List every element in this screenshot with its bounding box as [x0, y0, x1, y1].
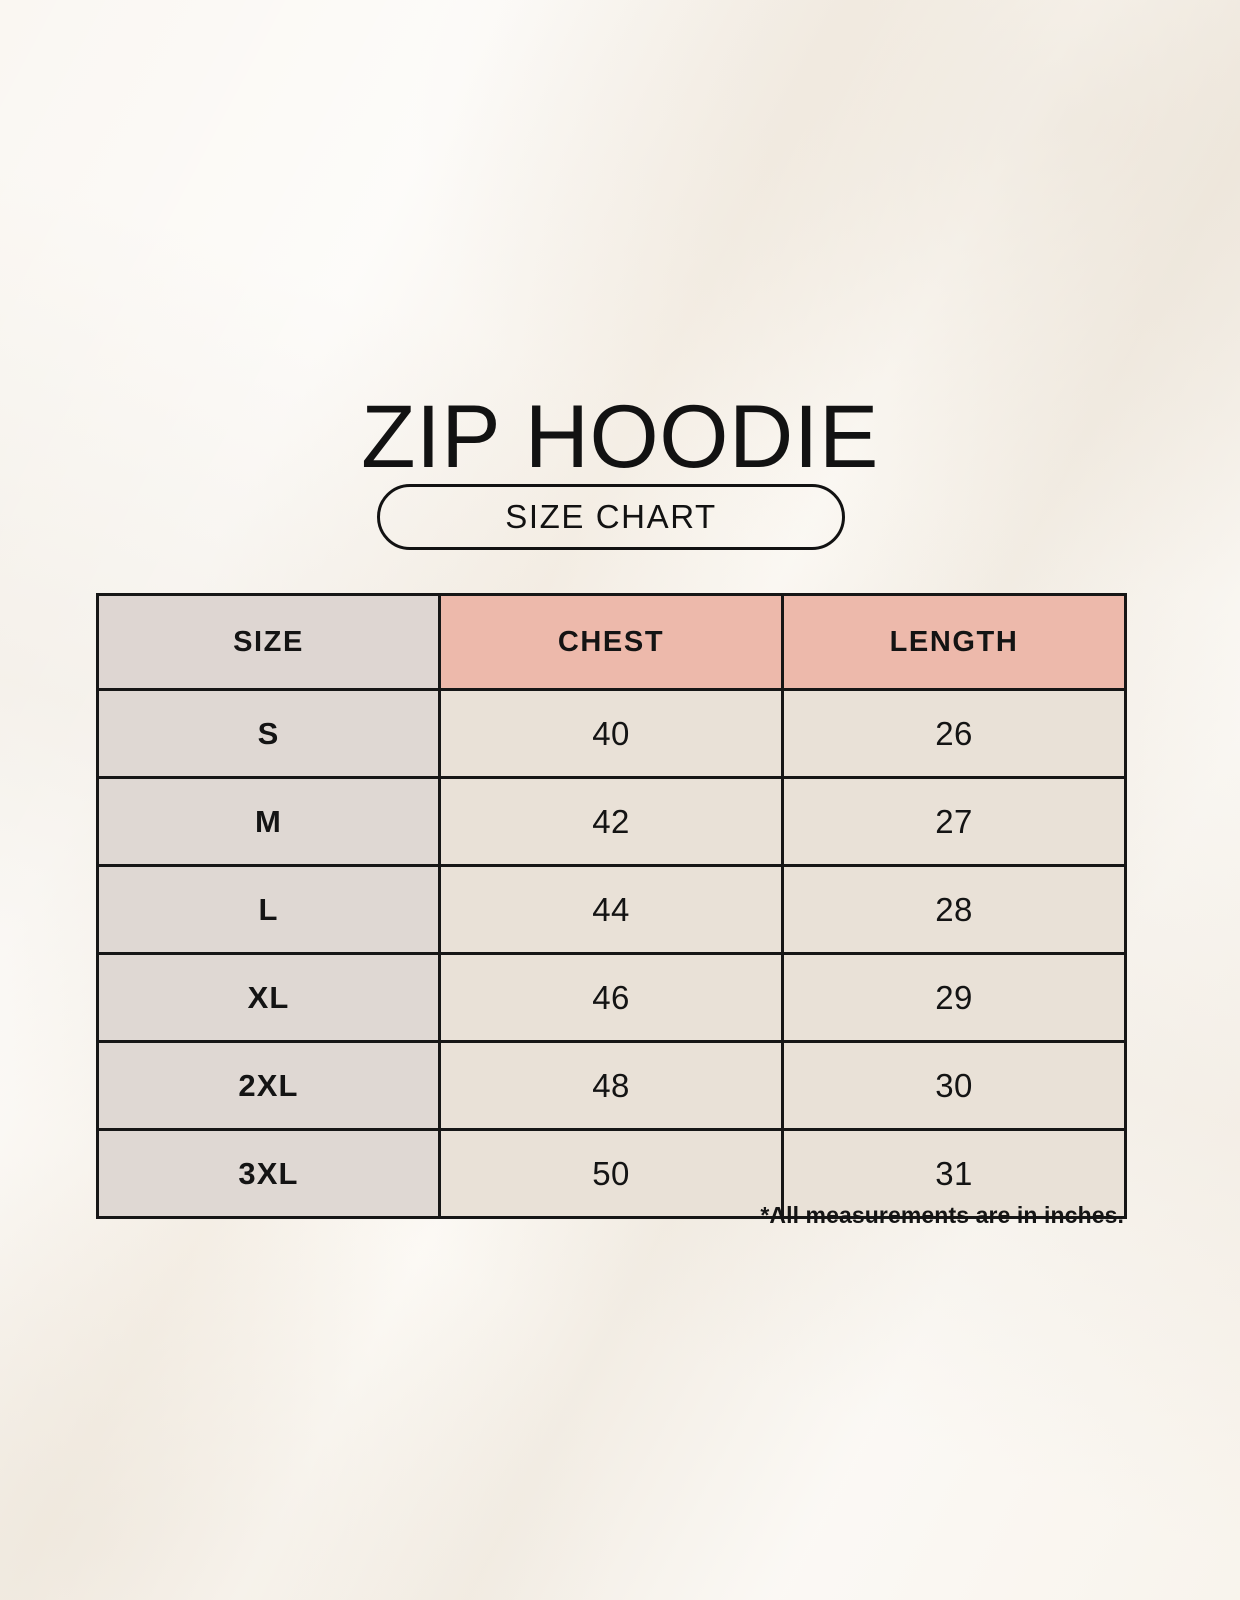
cell-length: 29 [781, 952, 1127, 1043]
cell-length: 27 [781, 776, 1127, 867]
cell-chest: 46 [438, 952, 784, 1043]
column-header-chest: CHEST [438, 593, 784, 691]
cell-size: L [96, 864, 441, 955]
size-chart-table: SIZE CHEST LENGTH S 40 26 M 42 27 L 44 2… [96, 593, 1127, 1219]
table-row: XL 46 29 [96, 952, 1127, 1043]
cell-chest: 48 [438, 1040, 784, 1131]
table-row: L 44 28 [96, 864, 1127, 955]
table-row: M 42 27 [96, 776, 1127, 867]
size-chart-badge-label: SIZE CHART [505, 498, 717, 535]
cell-length: 26 [781, 688, 1127, 779]
measurement-units-footnote: *All measurements are in inches. [760, 1202, 1124, 1228]
table-header-row: SIZE CHEST LENGTH [96, 593, 1127, 691]
cell-length: 30 [781, 1040, 1127, 1131]
cell-chest: 40 [438, 688, 784, 779]
cell-size: 2XL [96, 1040, 441, 1131]
page-title: ZIP HOODIE [361, 385, 879, 486]
size-chart-badge: SIZE CHART [377, 484, 845, 550]
cell-length: 28 [781, 864, 1127, 955]
cell-chest: 44 [438, 864, 784, 955]
cell-size: M [96, 776, 441, 867]
column-header-size: SIZE [96, 593, 441, 691]
cell-size: XL [96, 952, 441, 1043]
column-header-length: LENGTH [781, 593, 1127, 691]
cell-size: S [96, 688, 441, 779]
table-row: 2XL 48 30 [96, 1040, 1127, 1131]
cell-chest: 42 [438, 776, 784, 867]
table-row: S 40 26 [96, 688, 1127, 779]
